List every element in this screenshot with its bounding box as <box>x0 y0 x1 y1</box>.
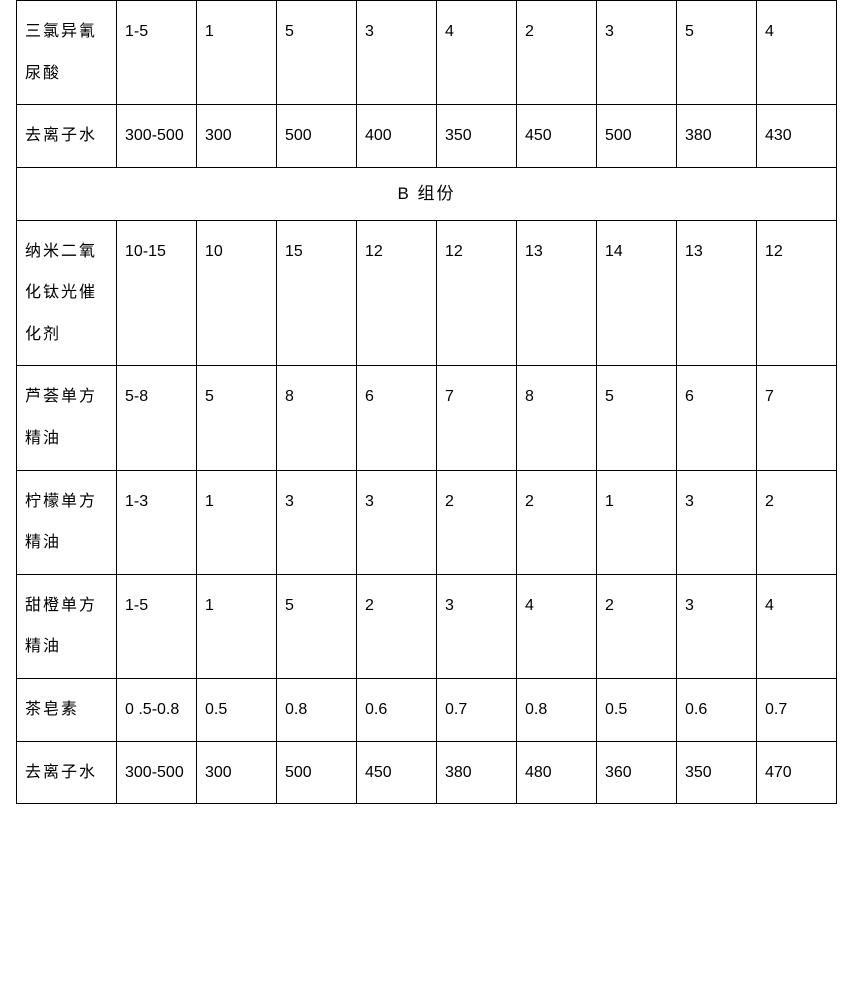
row-value: 1 <box>197 470 277 574</box>
row-value: 5 <box>277 574 357 678</box>
row-value: 12 <box>757 220 837 366</box>
row-value: 14 <box>597 220 677 366</box>
table-row: 茶皂素0 .5-0.80.50.80.60.70.80.50.60.7 <box>17 678 837 741</box>
row-value: 0.5 <box>197 678 277 741</box>
row-value: 0.8 <box>517 678 597 741</box>
row-value: 470 <box>757 741 837 804</box>
row-range: 1-5 <box>117 574 197 678</box>
table-row: 去离子水300-500300500450380480360350470 <box>17 741 837 804</box>
row-value: 1 <box>197 574 277 678</box>
row-label: 甜橙单方精油 <box>17 574 117 678</box>
row-value: 12 <box>357 220 437 366</box>
row-value: 500 <box>277 105 357 168</box>
row-value: 3 <box>277 470 357 574</box>
row-value: 4 <box>757 574 837 678</box>
row-value: 300 <box>197 105 277 168</box>
row-value: 1 <box>597 470 677 574</box>
table-row: 去离子水300-500300500400350450500380430 <box>17 105 837 168</box>
row-value: 0.7 <box>757 678 837 741</box>
row-value: 2 <box>357 574 437 678</box>
row-value: 4 <box>517 574 597 678</box>
row-label: 纳米二氧化钛光催化剂 <box>17 220 117 366</box>
row-value: 500 <box>277 741 357 804</box>
row-label: 柠檬单方精油 <box>17 470 117 574</box>
section-header-row: B 组份 <box>17 167 837 220</box>
row-value: 0.8 <box>277 678 357 741</box>
row-value: 380 <box>437 741 517 804</box>
row-value: 0.5 <box>597 678 677 741</box>
row-range: 5-8 <box>117 366 197 470</box>
row-value: 10 <box>197 220 277 366</box>
row-range: 1-5 <box>117 1 197 105</box>
table-row: 纳米二氧化钛光催化剂10-151015121213141312 <box>17 220 837 366</box>
row-value: 5 <box>277 1 357 105</box>
row-value: 500 <box>597 105 677 168</box>
row-range: 0 .5-0.8 <box>117 678 197 741</box>
row-value: 8 <box>277 366 357 470</box>
row-value: 2 <box>517 470 597 574</box>
row-value: 3 <box>357 470 437 574</box>
row-value: 0.6 <box>677 678 757 741</box>
row-value: 360 <box>597 741 677 804</box>
row-value: 0.6 <box>357 678 437 741</box>
row-label: 去离子水 <box>17 741 117 804</box>
row-value: 2 <box>517 1 597 105</box>
row-value: 5 <box>677 1 757 105</box>
table-row: 三氯异氰尿酸1-515342354 <box>17 1 837 105</box>
row-label: 去离子水 <box>17 105 117 168</box>
row-value: 350 <box>437 105 517 168</box>
row-value: 3 <box>437 574 517 678</box>
row-range: 10-15 <box>117 220 197 366</box>
row-value: 6 <box>357 366 437 470</box>
row-value: 2 <box>437 470 517 574</box>
row-value: 430 <box>757 105 837 168</box>
row-range: 1-3 <box>117 470 197 574</box>
section-header: B 组份 <box>17 167 837 220</box>
row-label: 三氯异氰尿酸 <box>17 1 117 105</box>
row-value: 480 <box>517 741 597 804</box>
row-value: 3 <box>677 470 757 574</box>
row-value: 7 <box>757 366 837 470</box>
row-value: 0.7 <box>437 678 517 741</box>
row-value: 380 <box>677 105 757 168</box>
row-value: 3 <box>357 1 437 105</box>
row-value: 3 <box>597 1 677 105</box>
row-range: 300-500 <box>117 105 197 168</box>
row-range: 300-500 <box>117 741 197 804</box>
row-value: 300 <box>197 741 277 804</box>
row-value: 400 <box>357 105 437 168</box>
row-value: 5 <box>597 366 677 470</box>
row-value: 450 <box>357 741 437 804</box>
table-row: 柠檬单方精油1-313322132 <box>17 470 837 574</box>
row-value: 13 <box>517 220 597 366</box>
row-value: 5 <box>197 366 277 470</box>
row-value: 8 <box>517 366 597 470</box>
row-label: 芦荟单方精油 <box>17 366 117 470</box>
row-value: 3 <box>677 574 757 678</box>
table-row: 芦荟单方精油5-858678567 <box>17 366 837 470</box>
data-table: 三氯异氰尿酸1-515342354去离子水300-500300500400350… <box>16 0 837 804</box>
row-value: 4 <box>757 1 837 105</box>
row-value: 450 <box>517 105 597 168</box>
table-body: 三氯异氰尿酸1-515342354去离子水300-500300500400350… <box>17 1 837 804</box>
row-value: 12 <box>437 220 517 366</box>
row-value: 7 <box>437 366 517 470</box>
row-value: 350 <box>677 741 757 804</box>
row-label: 茶皂素 <box>17 678 117 741</box>
row-value: 6 <box>677 366 757 470</box>
row-value: 2 <box>597 574 677 678</box>
row-value: 1 <box>197 1 277 105</box>
row-value: 2 <box>757 470 837 574</box>
row-value: 15 <box>277 220 357 366</box>
table-row: 甜橙单方精油1-515234234 <box>17 574 837 678</box>
row-value: 13 <box>677 220 757 366</box>
row-value: 4 <box>437 1 517 105</box>
